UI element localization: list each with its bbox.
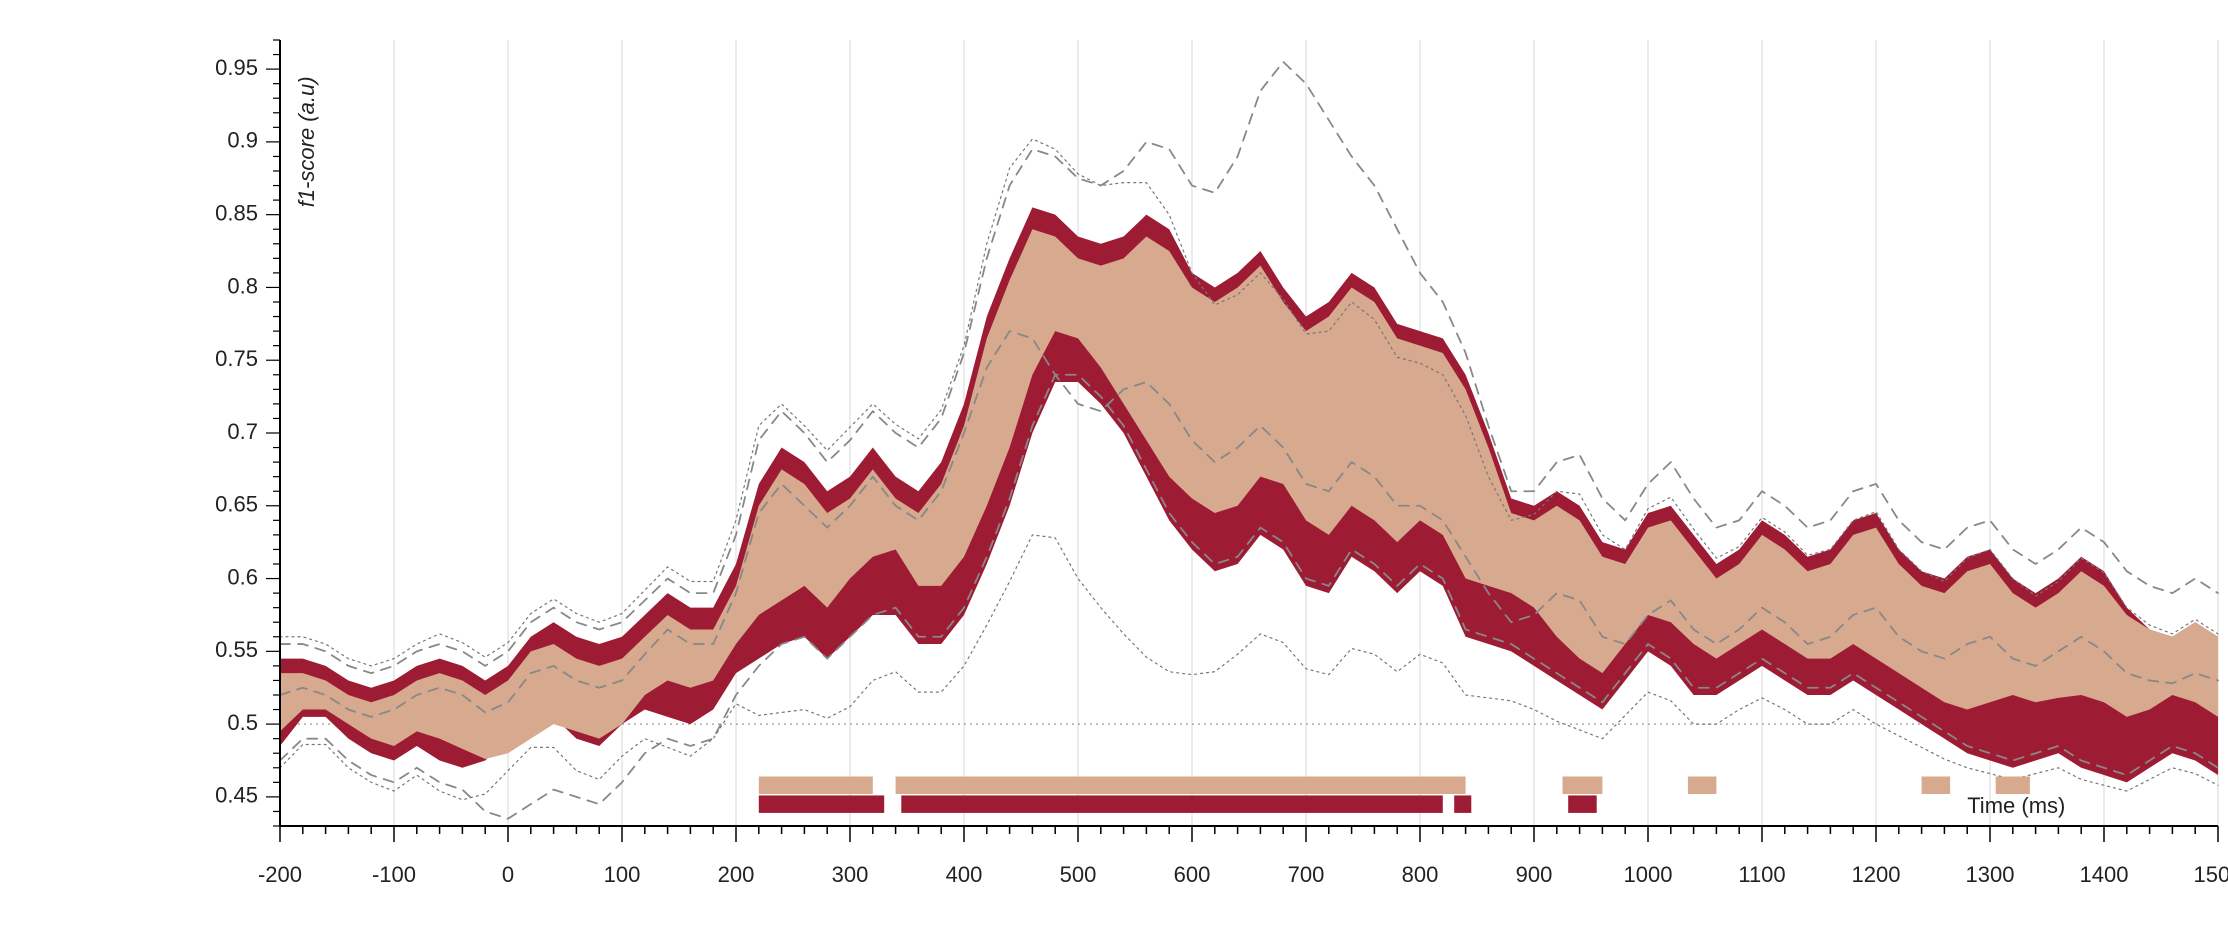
x-tick-label: 1100 (1738, 862, 1785, 887)
sig-bar-dark-2 (1454, 795, 1471, 812)
x-tick-label: 1300 (1966, 862, 2015, 887)
x-tick-label: 300 (832, 862, 869, 887)
sig-bar-light-0 (759, 777, 873, 794)
sig-bar-light-2 (1563, 777, 1603, 794)
x-axis-label: Time (ms) (1967, 793, 2065, 818)
x-tick-label: 1000 (1624, 862, 1673, 887)
y-axis-label: f1-score (a.u) (294, 76, 319, 207)
f1-score-timeseries-chart: -200 -100 0 100 200 300 400 500 600 700 800 900 1000… (0, 0, 2228, 926)
y-tick-label: 0.9 (227, 128, 258, 153)
y-tick-label: 0.75 (215, 346, 258, 371)
x-tick-label: 700 (1288, 862, 1325, 887)
y-tick-label: 0.5 (227, 710, 258, 735)
x-tick-label: 1400 (2080, 862, 2129, 887)
y-tick-label: 0.8 (227, 273, 258, 298)
x-tick-label: 500 (1060, 862, 1097, 887)
x-tick-label: 600 (1174, 862, 1211, 887)
x-tick-label: 800 (1402, 862, 1439, 887)
y-tick-label: 0.6 (227, 564, 258, 589)
y-tick-label: 0.7 (227, 419, 258, 444)
x-tick-label: -100 (372, 862, 416, 887)
sig-bar-light-5 (1996, 777, 2030, 794)
sig-bar-dark-3 (1568, 795, 1597, 812)
y-tick-label: 0.55 (215, 637, 258, 662)
x-tick-label: 1500 (2194, 862, 2228, 887)
sig-bar-dark-0 (759, 795, 884, 812)
y-tick-label: 0.85 (215, 200, 258, 225)
x-tick-label: 900 (1516, 862, 1553, 887)
x-tick-label: 200 (718, 862, 755, 887)
y-tick-label: 0.45 (215, 783, 258, 808)
x-tick-label: 1200 (1852, 862, 1901, 887)
y-tick-label: 0.65 (215, 492, 258, 517)
x-tick-label: -200 (258, 862, 302, 887)
sig-bar-light-4 (1922, 777, 1951, 794)
sig-bar-dark-1 (901, 795, 1443, 812)
sig-bar-light-1 (896, 777, 1466, 794)
x-tick-label: 100 (604, 862, 641, 887)
x-tick-label: 400 (946, 862, 983, 887)
x-tick-label: 0 (502, 862, 514, 887)
sig-bar-light-3 (1688, 777, 1717, 794)
y-tick-label: 0.95 (215, 55, 258, 80)
